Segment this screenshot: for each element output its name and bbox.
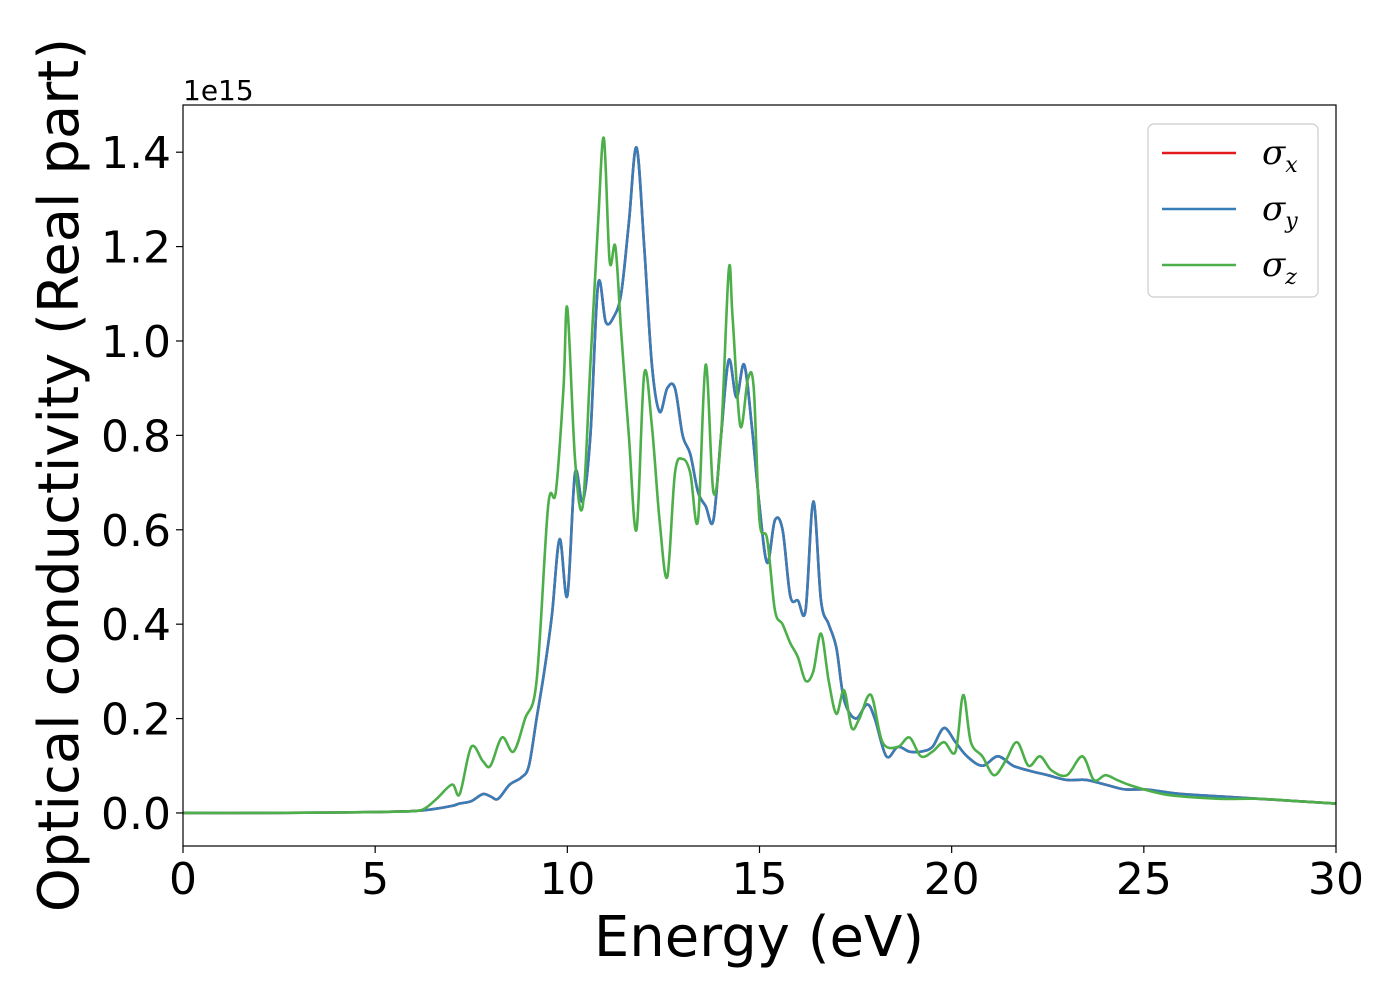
y-tick-label: 1.4 bbox=[101, 128, 171, 179]
x-tick-label: 0 bbox=[169, 854, 197, 905]
legend-label-z: σz bbox=[1262, 245, 1297, 290]
legend-box bbox=[1147, 123, 1319, 298]
x-axis-title: Energy (eV) bbox=[594, 905, 924, 970]
y-tick-label: 0.6 bbox=[101, 506, 171, 557]
y-tick-label: 1.2 bbox=[101, 223, 171, 274]
y-tick-label: 1.0 bbox=[101, 317, 171, 368]
x-axis: 0 5 10 15 20 25 30 bbox=[169, 846, 1364, 905]
y-tick-label: 0.2 bbox=[101, 695, 171, 746]
y-axis: 0.0 0.2 0.4 0.6 0.8 1.0 1.2 1.4 bbox=[101, 128, 183, 840]
legend-label-x: σx bbox=[1262, 133, 1298, 178]
legend: σx σy σz bbox=[1147, 123, 1319, 298]
y-tick-label: 0.4 bbox=[101, 600, 171, 651]
x-tick-label: 5 bbox=[361, 854, 389, 905]
legend-label-y: σy bbox=[1262, 189, 1298, 234]
x-tick-label: 25 bbox=[1116, 854, 1172, 905]
x-tick-label: 20 bbox=[924, 854, 980, 905]
series-line-z bbox=[183, 136, 1336, 815]
series-layer bbox=[183, 136, 1336, 815]
y-axis-title: Optical conductivity (Real part) bbox=[27, 38, 92, 912]
y-tick-label: 0.8 bbox=[101, 411, 171, 462]
y-offset-label: 1e15 bbox=[183, 74, 254, 107]
x-tick-label: 15 bbox=[732, 854, 788, 905]
y-tick-label: 0.0 bbox=[101, 789, 171, 840]
x-tick-label: 10 bbox=[539, 854, 595, 905]
x-tick-label: 30 bbox=[1308, 854, 1364, 905]
series-line-y bbox=[183, 146, 1336, 815]
